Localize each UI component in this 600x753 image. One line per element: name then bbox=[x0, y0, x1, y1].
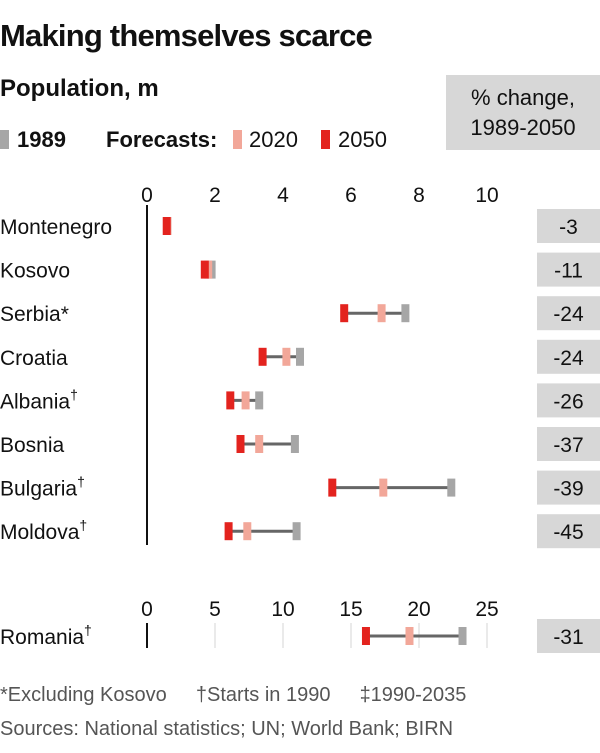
pct-value-croatia: -24 bbox=[553, 347, 584, 370]
footnote-starts-1990: †Starts in 1990 bbox=[195, 684, 331, 706]
pct-change-header: % change, 1989-2050 bbox=[446, 75, 600, 150]
legend-swatch-1989 bbox=[0, 130, 9, 149]
legend-swatch-2050 bbox=[321, 130, 330, 149]
marker-2050-croatia bbox=[258, 347, 267, 366]
country-label-bosnia: Bosnia bbox=[0, 434, 65, 457]
footnote-1990-2035: ‡1990-2035 bbox=[359, 684, 467, 706]
marker-1989-albania bbox=[255, 391, 264, 410]
footnote-sources: Sources: National statistics; UN; World … bbox=[0, 718, 454, 740]
country-label-montenegro: Montenegro bbox=[0, 216, 112, 239]
x-tick-label: 2 bbox=[209, 184, 221, 207]
footnote-notes: *Excluding Kosovo †Starts in 1990 ‡1990-… bbox=[0, 684, 466, 707]
marker-1989-croatia bbox=[296, 347, 304, 366]
marker-2050-kosovo bbox=[200, 260, 209, 279]
country-label-croatia: Croatia bbox=[0, 347, 68, 370]
pct-badge-serbia bbox=[537, 296, 600, 331]
chart-title: Making themselves scarce bbox=[0, 18, 373, 53]
x-tick-label: 25 bbox=[475, 598, 498, 621]
marker-2020-moldova bbox=[243, 522, 252, 541]
pct-badge-albania bbox=[537, 383, 600, 418]
x-tick-label: 0 bbox=[141, 598, 153, 621]
marker-1989-bosnia bbox=[290, 435, 299, 453]
marker-2050-moldova bbox=[224, 522, 233, 541]
marker-2050-romania bbox=[361, 627, 370, 645]
pct-badge-bulgaria bbox=[537, 470, 600, 505]
x-tick-label: 10 bbox=[475, 184, 498, 207]
pct-value-montenegro: -3 bbox=[559, 216, 578, 239]
pct-value-romania: -31 bbox=[553, 626, 583, 649]
marker-2050-albania bbox=[226, 391, 235, 410]
x-tick-label: 5 bbox=[209, 598, 221, 621]
marker-2050-bulgaria bbox=[328, 478, 337, 497]
pct-value-bulgaria: -39 bbox=[553, 478, 583, 501]
x-tick-label: 4 bbox=[277, 184, 289, 207]
marker-2020-serbia bbox=[377, 304, 386, 323]
country-label-serbia: Serbia* bbox=[0, 303, 69, 326]
country-label-albania: Albania† bbox=[0, 386, 78, 413]
legend-label-forecasts: Forecasts: bbox=[106, 127, 218, 152]
marker-2020-albania bbox=[241, 391, 250, 410]
pct-badge-moldova bbox=[537, 514, 600, 549]
chart-subtitle: Population, m bbox=[0, 75, 159, 102]
marker-2020-romania bbox=[405, 627, 414, 645]
legend-label-2020: 2020 bbox=[249, 127, 298, 152]
country-label-moldova: Moldova† bbox=[0, 517, 87, 544]
legend-label-1989: 1989 bbox=[17, 127, 66, 152]
pct-value-kosovo: -11 bbox=[554, 260, 583, 283]
dumbbell-chart: 0 2 4 6 8 10 Montenegro -3 Kosovo -11 Serbia* -24 Cr… bbox=[0, 184, 600, 653]
pct-value-albania: -26 bbox=[553, 390, 583, 413]
pct-badge-bosnia bbox=[537, 427, 600, 461]
legend-swatch-2020 bbox=[233, 130, 242, 149]
marker-1989-bulgaria bbox=[447, 478, 456, 497]
marker-1989-romania bbox=[458, 627, 467, 645]
x-tick-label: 6 bbox=[345, 184, 357, 207]
x-tick-label: 15 bbox=[339, 598, 362, 621]
x-tick-label: 20 bbox=[407, 598, 430, 621]
country-label-kosovo: Kosovo bbox=[0, 260, 70, 283]
country-label-bulgaria: Bulgaria† bbox=[0, 474, 85, 501]
pct-change-header-line-2: 1989-2050 bbox=[470, 115, 576, 140]
pct-value-moldova: -45 bbox=[553, 521, 583, 544]
pct-value-serbia: -24 bbox=[553, 303, 584, 326]
x-tick-label: 10 bbox=[271, 598, 294, 621]
marker-2050-montenegro bbox=[162, 217, 171, 235]
country-label-romania: Romania† bbox=[0, 622, 92, 649]
pct-badge-romania bbox=[537, 619, 600, 653]
pct-value-bosnia: -37 bbox=[553, 434, 583, 457]
marker-2050-serbia bbox=[340, 304, 349, 323]
pct-change-header-line-1: % change, bbox=[471, 85, 575, 110]
marker-2050-bosnia bbox=[236, 435, 245, 453]
marker-2020-bosnia bbox=[255, 435, 264, 453]
x-tick-label: 8 bbox=[413, 184, 425, 207]
marker-2020-bulgaria bbox=[379, 478, 388, 497]
pct-badge-montenegro bbox=[537, 209, 600, 243]
marker-2020-croatia bbox=[282, 347, 291, 366]
marker-1989-serbia bbox=[401, 304, 410, 323]
x-tick-label: 0 bbox=[141, 184, 153, 207]
pct-badge-kosovo bbox=[537, 252, 600, 287]
pct-badge-croatia bbox=[537, 339, 600, 374]
marker-1989-moldova bbox=[292, 522, 301, 541]
footnote-excluding-kosovo: *Excluding Kosovo bbox=[0, 684, 167, 706]
legend-label-2050: 2050 bbox=[338, 127, 387, 152]
